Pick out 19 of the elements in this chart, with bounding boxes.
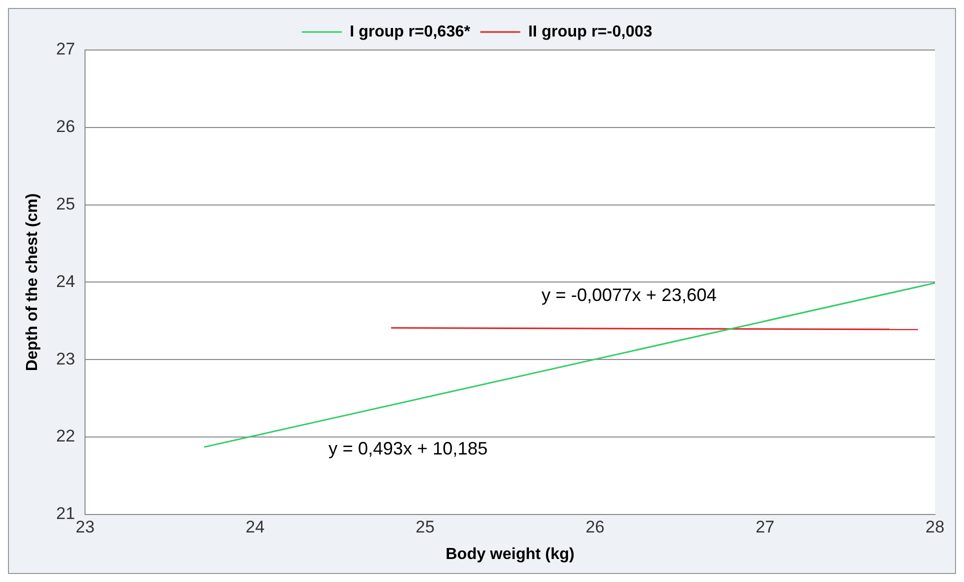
- x-tick-label: 24: [246, 517, 265, 536]
- y-tick-label: 22: [56, 426, 76, 446]
- y-tick-label: 27: [56, 40, 76, 59]
- y-tick-label: 26: [56, 117, 76, 136]
- x-tick-label: 26: [586, 517, 605, 536]
- y-tick-label: 21: [56, 504, 76, 524]
- annotation: y = 0,493x + 10,185: [328, 438, 488, 458]
- legend-label: I group r=0,636*: [350, 23, 471, 40]
- y-axis-title: Depth of the chest (cm): [24, 193, 42, 372]
- x-axis-title: Body weight (kg): [446, 546, 574, 563]
- y-tick-label: 25: [56, 194, 76, 214]
- x-tick-label: 27: [756, 517, 774, 536]
- legend-label: II group r=-0,003: [528, 23, 652, 40]
- x-tick-label: 23: [76, 517, 95, 536]
- y-tick-label: 23: [56, 349, 76, 368]
- y-tick-label: 24: [56, 272, 76, 291]
- x-tick-label: 28: [926, 517, 944, 536]
- x-tick-label: 25: [416, 517, 435, 536]
- annotation: y = -0,0077x + 23,604: [541, 285, 717, 306]
